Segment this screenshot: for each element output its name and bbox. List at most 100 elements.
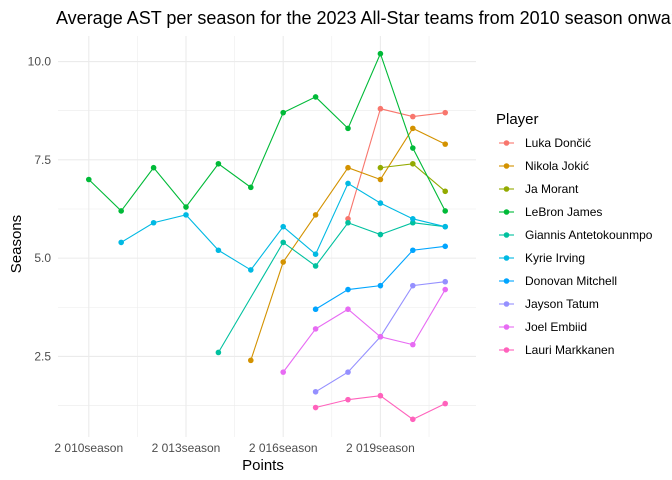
data-point [280, 239, 287, 246]
data-point [280, 369, 287, 375]
data-point [410, 282, 416, 289]
series-line [282, 289, 446, 373]
y-axis-title: Seasons [8, 215, 25, 273]
data-point [345, 286, 351, 293]
series-6 [312, 243, 449, 313]
data-point [312, 263, 319, 269]
data-point [377, 164, 384, 171]
data-point [410, 416, 416, 423]
series-line [347, 108, 446, 219]
data-point [247, 267, 254, 273]
data-point [410, 216, 416, 222]
data-point [312, 404, 319, 411]
data-point [345, 369, 351, 375]
legend-key-point [503, 163, 510, 169]
legend-key-point [503, 347, 510, 353]
data-point [215, 247, 222, 254]
data-point [377, 176, 384, 183]
data-point [410, 219, 416, 226]
legend-label: Giannis Antetokounmpo [525, 228, 653, 242]
data-point [247, 184, 254, 191]
legend-key-point [503, 278, 510, 284]
legend-label: Donovan Mitchell [525, 274, 617, 288]
data-point [118, 239, 124, 246]
legend-key-point [503, 209, 510, 215]
legend-label: Joel Embiid [525, 320, 587, 334]
legend-label: Jayson Tatum [525, 297, 599, 311]
legend-item: Kyrie Irving [499, 251, 585, 265]
legend-item: Lauri Markkanen [499, 343, 614, 357]
data-point [312, 306, 319, 313]
legend-key-point [503, 255, 510, 261]
data-point [442, 208, 449, 214]
series-1 [247, 125, 449, 364]
series-layer [85, 50, 449, 423]
legend-item: Ja Morant [499, 182, 579, 196]
x-axis-title: Points [242, 457, 284, 474]
y-axis-ticks: 2.5 5.0 7.5 10.0 [28, 55, 52, 364]
data-point [345, 216, 351, 222]
data-point [377, 231, 384, 238]
legend-key-point [503, 324, 510, 330]
series-2 [377, 160, 449, 195]
y-tick-label: 7.5 [34, 153, 51, 167]
data-point [280, 259, 287, 265]
data-point [442, 223, 449, 230]
series-0 [345, 105, 449, 222]
data-point [442, 400, 449, 407]
data-point [377, 392, 384, 399]
data-point [280, 223, 287, 230]
series-line [88, 52, 446, 212]
data-point [312, 251, 319, 257]
legend-key-point [503, 301, 510, 307]
grid-lines [58, 36, 476, 437]
y-tick-label: 5.0 [34, 251, 51, 265]
y-tick-label: 10.0 [28, 55, 52, 69]
data-point [377, 282, 384, 289]
data-point [312, 94, 319, 100]
data-point [345, 180, 351, 187]
data-point [377, 50, 384, 57]
data-point [215, 349, 222, 356]
x-tick-label: 2 013season [152, 441, 221, 455]
legend-items: Luka Dončić Nikola Jokić Ja Morant LeBron J… [499, 136, 653, 357]
data-point [312, 388, 319, 395]
x-tick-label: 2 010season [54, 441, 123, 455]
legend-label: LeBron James [525, 205, 602, 219]
legend-item: Donovan Mitchell [499, 274, 617, 288]
data-point [312, 326, 319, 332]
data-point [345, 125, 351, 132]
data-point [442, 243, 449, 250]
data-point [377, 200, 384, 206]
data-point [345, 306, 351, 313]
legend-label: Ja Morant [525, 182, 579, 196]
data-point [247, 357, 254, 364]
series-line [380, 163, 446, 192]
data-point [345, 396, 351, 403]
data-point [183, 212, 189, 218]
legend-label: Luka Dončić [525, 136, 591, 150]
data-point [377, 333, 384, 340]
x-tick-label: 2 016season [249, 441, 318, 455]
legend-key-point [503, 186, 510, 192]
data-point [280, 109, 287, 116]
data-point [442, 141, 449, 147]
legend-label: Nikola Jokić [525, 159, 589, 173]
y-tick-label: 2.5 [34, 349, 51, 363]
data-point [410, 247, 416, 254]
series-5 [118, 180, 449, 273]
data-point [85, 176, 92, 183]
legend-item: Joel Embiid [499, 320, 587, 334]
x-tick-label: 2 019season [346, 441, 415, 455]
legend-item: Jayson Tatum [499, 297, 599, 311]
data-point [118, 208, 124, 214]
legend-item: LeBron James [499, 205, 602, 219]
series-line [250, 127, 446, 361]
legend-item: Luka Dončić [499, 136, 591, 150]
data-point [410, 113, 416, 120]
data-point [442, 278, 449, 285]
legend-label: Kyrie Irving [525, 251, 585, 265]
legend-key-point [503, 140, 510, 146]
data-point [215, 160, 222, 167]
